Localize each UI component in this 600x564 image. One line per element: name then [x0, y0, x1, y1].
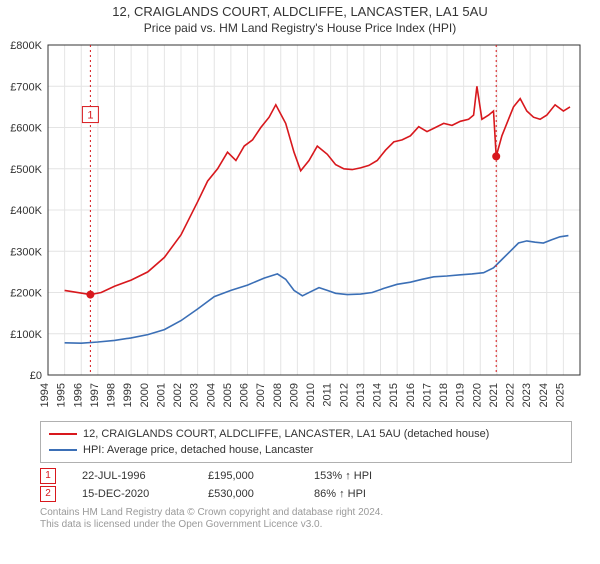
- svg-text:2018: 2018: [438, 383, 450, 407]
- svg-text:2014: 2014: [372, 383, 384, 407]
- svg-text:£0: £0: [30, 370, 42, 382]
- page-title: 12, CRAIGLANDS COURT, ALDCLIFFE, LANCAST…: [0, 4, 600, 19]
- svg-text:2019: 2019: [455, 383, 467, 407]
- legend-label: HPI: Average price, detached house, Lanc…: [83, 442, 313, 458]
- legend-label: 12, CRAIGLANDS COURT, ALDCLIFFE, LANCAST…: [83, 426, 489, 442]
- svg-text:1998: 1998: [106, 383, 118, 407]
- svg-text:£800K: £800K: [10, 40, 42, 52]
- svg-text:2021: 2021: [488, 383, 500, 407]
- svg-text:2005: 2005: [222, 383, 234, 407]
- svg-text:2024: 2024: [538, 383, 550, 407]
- legend: 12, CRAIGLANDS COURT, ALDCLIFFE, LANCAST…: [40, 421, 572, 463]
- svg-text:2003: 2003: [189, 383, 201, 407]
- footnote-line: This data is licensed under the Open Gov…: [40, 519, 572, 531]
- svg-text:2017: 2017: [421, 383, 433, 407]
- svg-text:£700K: £700K: [10, 81, 42, 93]
- svg-text:£100K: £100K: [10, 329, 42, 341]
- legend-swatch: [49, 449, 77, 451]
- legend-swatch: [49, 433, 77, 435]
- svg-text:£500K: £500K: [10, 164, 42, 176]
- sale-price: £530,000: [208, 485, 288, 503]
- svg-text:2010: 2010: [305, 383, 317, 407]
- svg-text:2015: 2015: [388, 383, 400, 407]
- svg-text:2016: 2016: [405, 383, 417, 407]
- svg-text:£200K: £200K: [10, 288, 42, 300]
- svg-text:1996: 1996: [72, 383, 84, 407]
- svg-text:1997: 1997: [89, 383, 101, 407]
- legend-item: HPI: Average price, detached house, Lanc…: [49, 442, 563, 458]
- svg-text:1995: 1995: [56, 383, 68, 407]
- sale-marker-icon: 1: [40, 468, 56, 484]
- svg-text:2022: 2022: [505, 383, 517, 407]
- svg-text:2023: 2023: [521, 383, 533, 407]
- footnote-line: Contains HM Land Registry data © Crown c…: [40, 507, 572, 519]
- svg-text:2008: 2008: [272, 383, 284, 407]
- table-row: 1 22-JUL-1996 £195,000 153% ↑ HPI: [40, 467, 572, 485]
- sales-table: 1 22-JUL-1996 £195,000 153% ↑ HPI 2 15-D…: [40, 467, 572, 503]
- svg-text:2002: 2002: [172, 383, 184, 407]
- svg-text:£600K: £600K: [10, 123, 42, 135]
- sale-delta: 153% ↑ HPI: [314, 467, 372, 485]
- svg-text:1994: 1994: [39, 383, 51, 407]
- svg-text:1999: 1999: [122, 383, 134, 407]
- svg-text:2011: 2011: [322, 383, 334, 407]
- svg-text:2007: 2007: [255, 383, 267, 407]
- sale-date: 15-DEC-2020: [82, 485, 182, 503]
- table-row: 2 15-DEC-2020 £530,000 86% ↑ HPI: [40, 485, 572, 503]
- sale-price: £195,000: [208, 467, 288, 485]
- svg-text:£400K: £400K: [10, 205, 42, 217]
- footnote: Contains HM Land Registry data © Crown c…: [40, 507, 572, 531]
- svg-text:2009: 2009: [288, 383, 300, 407]
- chart: £0 £100K £200K £300K £400K £500K £600K £700K £80…: [0, 37, 600, 417]
- svg-text:2000: 2000: [139, 383, 151, 407]
- svg-text:2006: 2006: [239, 383, 251, 407]
- svg-text:2020: 2020: [471, 383, 483, 407]
- svg-text:£300K: £300K: [10, 246, 42, 258]
- svg-text:2013: 2013: [355, 383, 367, 407]
- svg-text:1: 1: [87, 110, 93, 122]
- page-subtitle: Price paid vs. HM Land Registry's House …: [0, 21, 600, 35]
- sale-marker-icon: 2: [40, 486, 56, 502]
- svg-text:2001: 2001: [155, 383, 167, 407]
- sale-date: 22-JUL-1996: [82, 467, 182, 485]
- svg-text:2025: 2025: [554, 383, 566, 407]
- legend-item: 12, CRAIGLANDS COURT, ALDCLIFFE, LANCAST…: [49, 426, 563, 442]
- svg-text:2004: 2004: [205, 383, 217, 407]
- svg-text:2012: 2012: [338, 383, 350, 407]
- sale-delta: 86% ↑ HPI: [314, 485, 366, 503]
